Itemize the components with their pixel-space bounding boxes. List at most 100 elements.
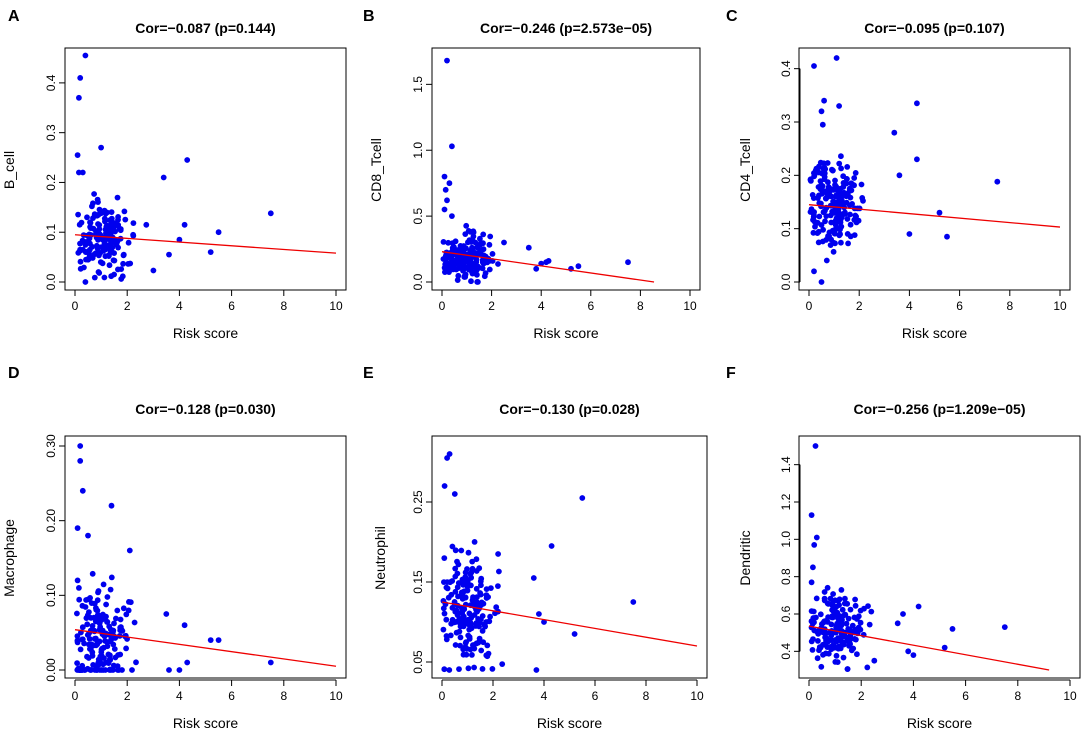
data-point xyxy=(915,603,922,610)
data-point xyxy=(454,277,461,283)
data-point xyxy=(816,644,823,650)
data-point xyxy=(84,653,90,660)
data-point xyxy=(454,558,460,565)
data-point xyxy=(442,269,448,275)
x-tick-label: 10 xyxy=(329,299,343,313)
data-point xyxy=(845,615,852,622)
data-point xyxy=(448,591,455,598)
y-tick-label: 1.2 xyxy=(779,493,793,510)
data-point xyxy=(465,549,472,556)
data-point xyxy=(176,236,183,243)
data-point xyxy=(533,265,540,272)
data-point xyxy=(847,606,854,613)
data-point xyxy=(846,634,853,641)
data-point xyxy=(858,181,865,188)
data-point xyxy=(108,240,115,246)
data-point xyxy=(819,183,826,190)
data-point xyxy=(844,164,851,170)
data-point xyxy=(79,624,86,631)
data-point xyxy=(823,257,830,264)
x-tick-label: 6 xyxy=(962,689,969,703)
data-point xyxy=(452,642,459,648)
data-point xyxy=(110,662,117,669)
data-point xyxy=(469,597,476,604)
data-point xyxy=(949,626,956,632)
data-point xyxy=(76,596,83,603)
data-point xyxy=(478,575,485,582)
data-point xyxy=(441,483,448,489)
data-point xyxy=(79,487,86,494)
data-point xyxy=(101,215,108,222)
data-point xyxy=(483,592,490,598)
data-point xyxy=(844,216,851,222)
data-point xyxy=(181,221,188,228)
data-point xyxy=(818,663,825,670)
data-point xyxy=(493,604,500,611)
data-point xyxy=(108,209,115,216)
data-point xyxy=(111,646,118,652)
data-point xyxy=(133,659,139,666)
data-point xyxy=(825,650,832,657)
data-point xyxy=(489,251,496,257)
data-point xyxy=(829,167,836,174)
regression-line xyxy=(808,204,1061,228)
data-point xyxy=(808,618,815,625)
data-point xyxy=(444,579,451,585)
data-point xyxy=(120,605,127,612)
data-point xyxy=(115,244,121,251)
data-point xyxy=(79,602,86,609)
data-point xyxy=(830,248,837,255)
data-point xyxy=(842,595,848,602)
data-point xyxy=(823,618,830,624)
data-point xyxy=(207,249,214,256)
data-point xyxy=(485,650,492,657)
data-point xyxy=(108,636,114,643)
data-point xyxy=(476,635,483,642)
data-point xyxy=(115,214,121,220)
regression-line xyxy=(441,601,698,647)
y-tick-label: 0.4 xyxy=(779,60,793,77)
data-point xyxy=(851,182,857,189)
data-point xyxy=(813,595,820,602)
data-point xyxy=(944,233,950,240)
data-point xyxy=(95,656,102,663)
data-point xyxy=(454,570,461,577)
y-tick-label: 0.5 xyxy=(411,207,425,224)
data-point xyxy=(829,607,835,613)
data-point xyxy=(215,637,222,643)
x-tick-label: 4 xyxy=(176,299,183,313)
data-point xyxy=(811,172,818,179)
data-point xyxy=(910,652,917,658)
data-point xyxy=(150,267,157,274)
data-point xyxy=(846,188,853,194)
y-tick-label: 0.2 xyxy=(44,174,58,191)
data-point xyxy=(100,581,107,588)
data-point xyxy=(820,188,827,195)
data-point xyxy=(844,600,851,607)
data-point xyxy=(76,585,82,591)
data-point xyxy=(469,652,475,658)
data-point xyxy=(441,555,448,561)
data-point xyxy=(533,667,540,673)
data-point xyxy=(441,610,448,617)
data-point xyxy=(822,641,829,647)
data-point xyxy=(441,666,448,673)
data-point xyxy=(571,631,578,637)
data-point xyxy=(108,502,115,509)
data-point xyxy=(474,594,480,601)
data-point xyxy=(475,601,482,608)
data-point xyxy=(451,491,458,497)
data-point xyxy=(480,260,487,267)
y-axis-label: Neutrophil xyxy=(372,526,388,590)
data-point xyxy=(818,279,825,285)
y-tick-label: 0.3 xyxy=(44,124,58,141)
data-point xyxy=(441,173,448,180)
data-point xyxy=(465,228,472,234)
data-point xyxy=(548,543,555,549)
data-point xyxy=(466,237,473,244)
data-point xyxy=(452,547,459,554)
chart-title: Cor=−0.087 (p=0.144) xyxy=(135,20,275,36)
data-point xyxy=(810,229,817,236)
data-point xyxy=(96,270,103,276)
data-point xyxy=(85,532,91,539)
